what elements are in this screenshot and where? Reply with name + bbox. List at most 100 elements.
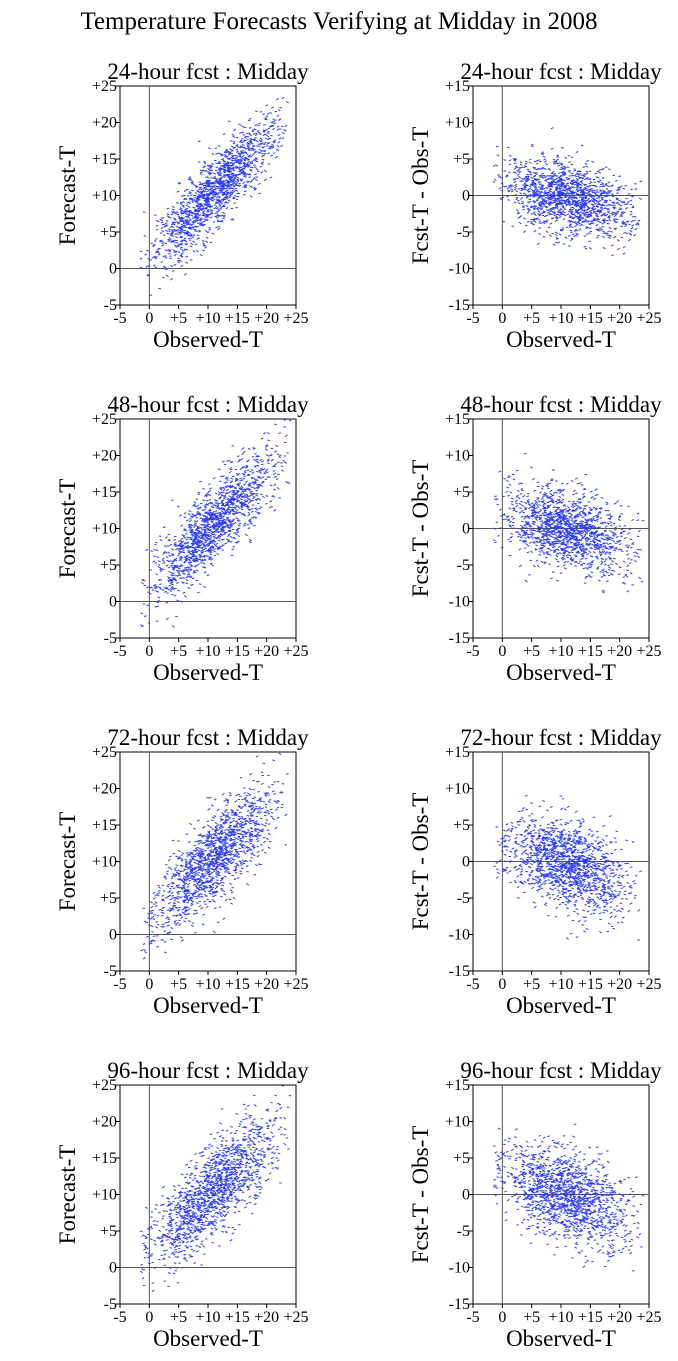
scatter-point [183, 536, 187, 539]
scatter-point [259, 140, 263, 143]
scatter-point [159, 239, 163, 242]
scatter-point [185, 261, 189, 264]
scatter-point [232, 197, 236, 200]
scatter-point [169, 543, 173, 547]
scatter-point [584, 162, 588, 166]
scatter-point [248, 540, 252, 544]
scatter-point [608, 219, 612, 222]
scatter-point [228, 510, 232, 513]
scatter-point [583, 245, 587, 248]
scatter-point [176, 190, 180, 193]
scatter-point [604, 525, 608, 528]
scatter-point [174, 557, 178, 561]
scatter-point [260, 171, 264, 174]
scatter-point [523, 187, 526, 189]
scatter-point [154, 543, 157, 546]
scatter-point [242, 477, 246, 480]
scatter-point [283, 426, 287, 428]
scatter-point [285, 480, 289, 484]
scatter-point [626, 553, 630, 556]
scatter-point [266, 432, 270, 435]
scatter-point [202, 186, 206, 190]
scatter-point [196, 511, 199, 513]
scatter-point [576, 215, 580, 218]
scatter-point [183, 232, 187, 235]
scatter-point [235, 150, 239, 153]
scatter-point [153, 255, 157, 258]
scatter-point [244, 175, 247, 178]
scatter-point [202, 194, 206, 197]
scatter-point [159, 568, 163, 571]
scatter-point [541, 203, 545, 206]
scatter-point [530, 143, 534, 146]
scatter-point [259, 166, 263, 168]
scatter-point [170, 581, 174, 584]
scatter-point [585, 227, 589, 230]
scatter-point [182, 201, 185, 204]
scatter-point [185, 579, 189, 582]
scatter-point [576, 190, 580, 193]
scatter-point [548, 188, 552, 191]
scatter-point [221, 517, 224, 519]
scatter-point [535, 168, 538, 171]
scatter-point [585, 172, 589, 175]
scatter-point [568, 190, 572, 193]
scatter-point [547, 226, 551, 229]
scatter-point [222, 217, 225, 220]
scatter-point [222, 133, 226, 136]
scatter-point [226, 180, 230, 183]
scatter-point [581, 216, 584, 219]
scatter-point [227, 168, 231, 171]
scatter-point [538, 207, 542, 210]
y-tick-label: -10 [449, 261, 470, 278]
scatter-point [519, 180, 523, 183]
scatter-point [197, 193, 201, 196]
scatter-point [544, 517, 547, 520]
scatter-point [195, 204, 199, 207]
scatter-point [201, 242, 205, 244]
scatter-point [272, 140, 276, 143]
scatter-point [194, 243, 198, 246]
scatter-point [622, 252, 626, 255]
scatter-point [214, 188, 218, 191]
scatter-point [562, 165, 565, 168]
scatter-point [496, 503, 500, 506]
scatter-point [166, 215, 170, 218]
scatter-point [203, 505, 207, 508]
scatter-point [533, 178, 537, 181]
scatter-point [171, 560, 175, 563]
scatter-point [164, 256, 168, 259]
scatter-point [517, 167, 521, 171]
x-axis-label: Observed-T [506, 327, 616, 352]
scatter-point [540, 560, 544, 564]
scatter-point [555, 491, 558, 494]
scatter-point [559, 525, 562, 528]
scatter-point [187, 513, 191, 516]
scatter-point [588, 561, 592, 565]
scatter-point [615, 179, 618, 182]
scatter-point [285, 101, 289, 104]
scatter-point [566, 200, 570, 202]
scatter-point [227, 153, 231, 156]
scatter-point [200, 208, 204, 212]
scatter-point [245, 152, 249, 156]
scatter-point [225, 488, 229, 492]
scatter-point [566, 550, 570, 554]
scatter-point [532, 208, 536, 211]
scatter-point [243, 184, 247, 187]
scatter-point [222, 180, 226, 183]
scatter-point [204, 203, 208, 206]
scatter-point [575, 205, 579, 208]
scatter-point [592, 506, 596, 509]
x-tick-label: +5 [170, 643, 187, 660]
scatter-point [190, 550, 194, 553]
scatter-point [575, 186, 579, 190]
scatter-point [190, 516, 193, 518]
scatter-point [585, 176, 589, 180]
scatter-point [207, 557, 211, 560]
scatter-point [221, 157, 225, 161]
scatter-point [584, 195, 588, 198]
scatter-point [251, 130, 255, 133]
scatter-point [173, 218, 177, 221]
scatter-point [243, 494, 247, 498]
